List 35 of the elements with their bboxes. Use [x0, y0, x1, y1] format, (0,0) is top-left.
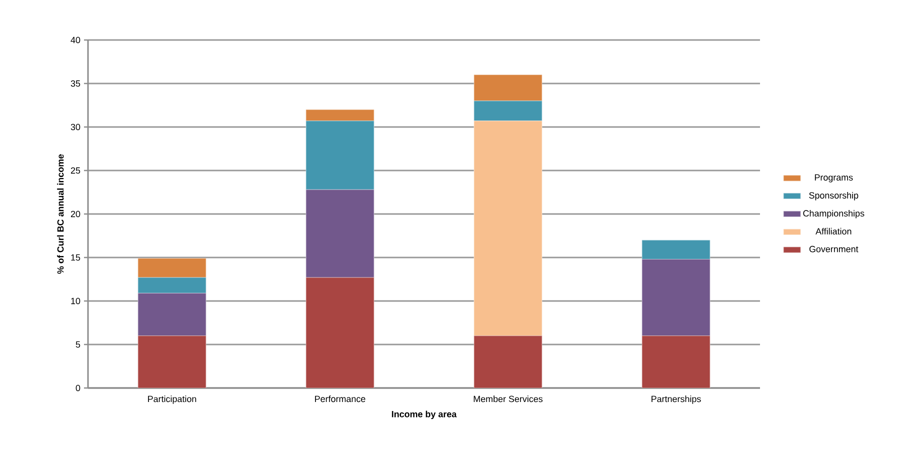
- x-tick-label: Participation: [148, 396, 196, 404]
- bar: [474, 74, 542, 102]
- bar: [306, 277, 374, 388]
- bar: [474, 336, 542, 388]
- bar: [138, 292, 206, 336]
- y-tick-label: 40: [70, 36, 80, 44]
- y-tick-label: 20: [70, 210, 80, 218]
- y-tick-label: 30: [70, 124, 80, 130]
- y-tick-label: 0: [76, 384, 80, 392]
- bar: [306, 120, 374, 190]
- x-axis-title: Income by area: [392, 410, 457, 420]
- bar: [138, 258, 206, 278]
- bar: [138, 336, 206, 388]
- x-tick-label: Member Services: [474, 396, 543, 402]
- bar: [474, 120, 542, 336]
- legend-label: Affiliation: [816, 228, 852, 235]
- x-tick-label: Partnerships: [652, 396, 701, 404]
- bar: [642, 259, 710, 336]
- bar: [474, 100, 542, 122]
- y-tick-label: 25: [70, 167, 80, 174]
- bar: [306, 109, 374, 122]
- y-tick-label: 10: [71, 298, 80, 304]
- y-tick-label: 35: [70, 80, 80, 87]
- bar: [138, 277, 206, 294]
- y-tick-label: 15: [71, 254, 80, 261]
- legend-label: Programs: [814, 174, 853, 182]
- legend-label: Sponsorship: [809, 192, 858, 200]
- legend-label: Championships: [803, 210, 864, 218]
- y-axis-title: % of Curl BC annual income: [57, 154, 64, 274]
- y-tick-label: 5: [76, 341, 80, 348]
- bar: [306, 189, 374, 278]
- legend-label: Government: [809, 246, 858, 252]
- bar: [642, 336, 710, 388]
- x-tick-label: Performance: [315, 396, 366, 402]
- bar: [642, 240, 710, 260]
